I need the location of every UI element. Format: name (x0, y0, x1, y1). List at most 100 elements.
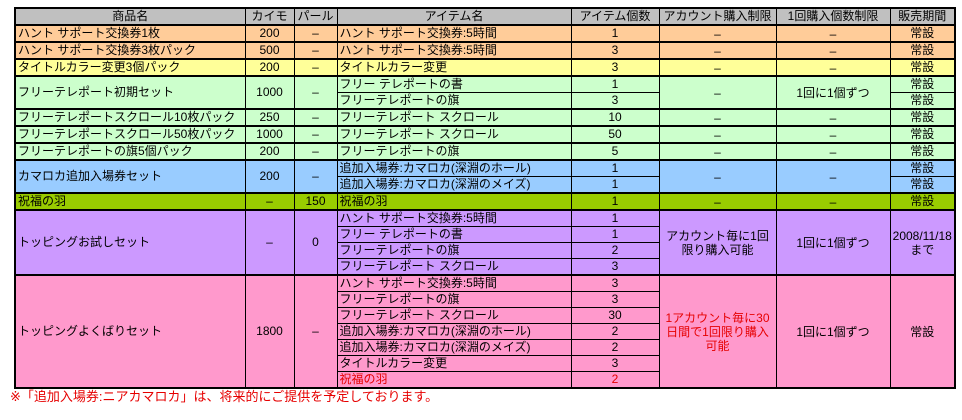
pearl-price-cell: – (293, 41, 338, 60)
table-row: フリーテレポートの旗 2 (15, 242, 955, 259)
item-qty-cell: 2 (570, 323, 660, 340)
sale-period-cell: 常設 (889, 142, 956, 161)
per-purchase-limit-cell: – (775, 159, 891, 194)
product-name-cell: フリーテレポートスクロール50枚パック (14, 125, 246, 144)
kaimo-price-cell: – (244, 209, 295, 276)
product-name-cell: トッピングお試しセット (14, 209, 246, 276)
sale-period-cell: 常設 (889, 24, 956, 43)
account-limit-cell: – (658, 108, 777, 127)
table-row: タイトルカラー変更 3 (15, 355, 955, 372)
per-purchase-limit-cell: 1回に1個ずつ (775, 75, 891, 110)
table-row: 祝福の羽 –150 祝福の羽 1– – 常設 (14, 192, 956, 211)
account-limit-cell: – (658, 75, 777, 110)
table-row: フリーテレポート スクロール 30 (15, 307, 955, 324)
item-name-cell: 追加入場券:カマロカ(深淵のメイズ) (336, 176, 572, 194)
column-header-product-name: 商品名 (14, 7, 246, 26)
item-name-cell: フリーテレポートの旗 (336, 291, 572, 308)
item-qty-cell: 1 (570, 192, 660, 211)
kaimo-price-cell: – (244, 192, 295, 211)
sale-period-cell: 常設 (889, 125, 956, 144)
pearl-price-cell: – (293, 142, 338, 161)
table-row: トッピングよくばりセット 1800– ハント サポート交換券:5時間 3 1アカウント毎… (14, 274, 956, 389)
product-name-cell: トッピングよくばりセット (14, 274, 246, 389)
sale-period-cell: 常設 (889, 75, 956, 93)
item-qty-cell: 3 (570, 274, 660, 292)
column-header-sale-period: 販売期間 (889, 7, 956, 26)
item-qty-cell: 2 (570, 339, 660, 356)
product-name-cell: フリーテレポートスクロール10枚パック (14, 108, 246, 127)
item-name-cell: 祝福の羽 (336, 192, 572, 211)
table-row: フリーテレポートスクロール50枚パック 1000– フリーテレポート スクロール 50… (14, 125, 956, 144)
kaimo-price-cell: 1000 (244, 75, 295, 110)
item-qty-cell: 2 (570, 371, 660, 389)
per-purchase-limit-cell: – (775, 142, 891, 161)
per-purchase-limit-cell: 1回に1個ずつ (775, 274, 891, 389)
pearl-price-cell: – (293, 274, 338, 389)
table-row: フリーテレポートの旗 3 (15, 291, 955, 308)
kaimo-price-cell: 500 (244, 41, 295, 60)
item-name-cell: 追加入場券:カマロカ(深淵のホール) (336, 323, 572, 340)
item-qty-cell: 3 (570, 355, 660, 372)
item-name-cell: ハント サポート交換券:5時間 (336, 24, 572, 43)
kaimo-price-cell: 1000 (244, 125, 295, 144)
per-purchase-limit-cell: – (775, 108, 891, 127)
item-qty-cell: 1 (570, 159, 660, 177)
account-limit-cell: – (658, 24, 777, 43)
table-row: フリーテレポートスクロール10枚パック 250– フリーテレポート スクロール 10–… (14, 108, 956, 127)
table-row: フリーテレポート初期セット 1000– フリー テレポートの書 1–1回に1個ずつ 常設 (14, 75, 956, 110)
item-qty-cell: 3 (570, 41, 660, 60)
table-row: タイトルカラー変更3個パック 200– タイトルカラー変更 3– – 常設 (14, 58, 956, 77)
item-qty-cell: 3 (570, 258, 660, 276)
item-name-cell: 祝福の羽 (336, 371, 572, 389)
item-name-cell: フリーテレポート スクロール (336, 125, 572, 144)
column-header-item-count: アイテム個数 (570, 7, 660, 26)
item-qty-cell: 1 (570, 75, 660, 93)
pearl-price-cell: 0 (293, 209, 338, 276)
account-limit-cell: – (658, 58, 777, 77)
item-name-cell: タイトルカラー変更 (336, 355, 572, 372)
pearl-price-cell: 150 (293, 192, 338, 211)
item-name-cell: 追加入場券:カマロカ(深淵のメイズ) (336, 339, 572, 356)
product-name-cell: ハント サポート交換券1枚 (14, 24, 246, 43)
table-row: フリーテレポート スクロール 3 (15, 258, 955, 276)
item-name-cell: フリーテレポート スクロール (336, 258, 572, 276)
item-name-cell: フリーテレポートの旗 (336, 92, 572, 110)
item-qty-cell: 3 (570, 92, 660, 110)
column-header-account-limit: アカウント購入制限 (658, 7, 777, 26)
product-name-cell: フリーテレポート初期セット (14, 75, 246, 110)
sale-period-cell: 2008/11/18まで (889, 209, 956, 276)
item-qty-cell: 50 (570, 125, 660, 144)
item-qty-cell: 3 (570, 291, 660, 308)
table-row: 追加入場券:カマロカ(深淵のメイズ) 2 (15, 339, 955, 356)
item-qty-cell: 1 (570, 176, 660, 194)
pearl-price-cell: – (293, 125, 338, 144)
column-header-kaimo: カイモ (244, 7, 295, 26)
item-qty-cell: 30 (570, 307, 660, 324)
per-purchase-limit-cell: – (775, 192, 891, 211)
account-limit-cell: 1アカウント毎に30日間で1回限り購入可能 (658, 274, 777, 389)
item-name-cell: ハント サポート交換券:5時間 (336, 41, 572, 60)
item-qty-cell: 5 (570, 142, 660, 161)
column-header-item-name: アイテム名 (336, 7, 572, 26)
sale-period-cell: 常設 (889, 192, 956, 211)
product-name-cell: 祝福の羽 (14, 192, 246, 211)
per-purchase-limit-cell: 1回に1個ずつ (775, 209, 891, 276)
account-limit-cell: – (658, 41, 777, 60)
item-name-cell: フリー テレポートの書 (336, 75, 572, 93)
sale-period-cell: 常設 (889, 58, 956, 77)
sale-period-cell: 常設 (889, 41, 956, 60)
kaimo-price-cell: 250 (244, 108, 295, 127)
table-row: トッピングお試しセット –0 ハント サポート交換券:5時間 1 アカウント毎に1回限り… (14, 209, 956, 276)
footnote: ※「追加入場券:ニアカマロカ」は、将来的にご提供を予定しております。 (10, 389, 439, 404)
sale-period-cell: 常設 (889, 176, 956, 194)
item-name-cell: ハント サポート交換券:5時間 (336, 209, 572, 227)
sale-period-cell: 常設 (889, 108, 956, 127)
item-qty-cell: 3 (570, 58, 660, 77)
account-limit-cell: – (658, 125, 777, 144)
item-name-cell: フリーテレポート スクロール (336, 307, 572, 324)
pearl-price-cell: – (293, 108, 338, 127)
per-purchase-limit-cell: – (775, 24, 891, 43)
per-purchase-limit-cell: – (775, 58, 891, 77)
item-name-cell: フリーテレポート スクロール (336, 108, 572, 127)
